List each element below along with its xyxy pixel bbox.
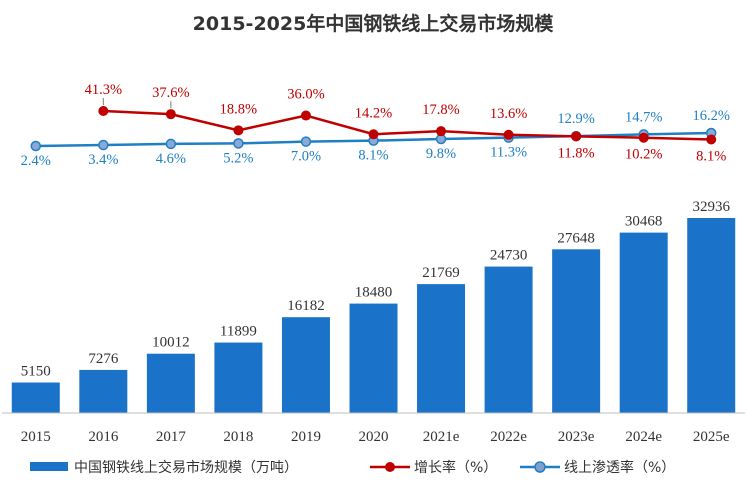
bar-2018 <box>214 342 263 413</box>
bar-2017 <box>146 353 195 413</box>
x-tick-label-2021e: 2021e <box>423 429 460 445</box>
growth-label-2022e: 13.6% <box>490 106 527 122</box>
x-tick-group: 2015 2016 2017 2018 2019 2020 2021e 2022e 2023e 2… <box>21 429 730 445</box>
growth-marker-2023e <box>571 131 582 142</box>
x-tick-label-2023e: 2023e <box>558 429 595 445</box>
bar-value-label-2021e: 21769 <box>422 265 460 281</box>
x-tick-label-2025e: 2025e <box>693 429 730 445</box>
x-tick-label-2017: 2017 <box>156 429 187 445</box>
bar-2016 <box>79 369 128 413</box>
legend-label-growth: 增长率（%） <box>414 459 497 476</box>
penetration-marker-2017 <box>165 138 177 150</box>
growth-label-2025e: 8.1% <box>696 149 726 165</box>
growth-label-2016: 41.3% <box>85 82 122 98</box>
penetration-label-2021e: 9.8% <box>426 146 456 162</box>
penetration-label-2016: 3.4% <box>88 152 118 168</box>
growth-marker-2025e <box>706 134 717 145</box>
growth-marker-2020 <box>368 129 379 140</box>
x-tick-label-2022e: 2022e <box>490 429 527 445</box>
bar-value-label-2018: 11899 <box>220 324 257 340</box>
bar-2019 <box>281 317 330 413</box>
growth-marker-2017 <box>165 109 176 120</box>
bar-group <box>11 218 736 413</box>
penetration-label-2022e: 11.3% <box>490 145 527 161</box>
growth-marker-2021e <box>436 126 447 137</box>
x-tick-label-2024e: 2024e <box>625 429 662 445</box>
bar-value-label-2020: 18480 <box>355 285 393 301</box>
bar-value-label-2024e: 30468 <box>625 214 663 230</box>
bar-value-label-2019: 16182 <box>287 298 325 314</box>
growth-label-2024e: 10.2% <box>625 147 662 163</box>
growth-label-2018: 18.8% <box>220 101 257 117</box>
growth-series-line <box>103 109 712 141</box>
legend-swatch-penetration-marker <box>534 461 546 473</box>
legend: 中国钢铁线上交易市场规模（万吨） 增长率（%） 线上渗透率（%） <box>30 459 675 476</box>
x-tick-label-2015: 2015 <box>21 429 51 445</box>
penetration-label-2020: 8.1% <box>358 148 388 164</box>
bar-2023e <box>552 249 601 413</box>
penetration-marker-2019 <box>300 136 312 147</box>
growth-marker-2024e <box>638 132 649 143</box>
growth-label-2020: 14.2% <box>355 105 392 121</box>
legend-label-bar: 中国钢铁线上交易市场规模（万吨） <box>74 459 298 476</box>
legend-swatch-growth-marker <box>385 462 395 472</box>
penetration-label-2025e: 16.2% <box>692 108 729 124</box>
x-tick-label-2019: 2019 <box>291 429 321 445</box>
x-tick-label-2016: 2016 <box>88 429 119 445</box>
growth-marker-2019 <box>300 110 311 121</box>
bar-2024e <box>619 232 668 413</box>
growth-marker-2022e <box>503 129 514 140</box>
legend-swatch-bar <box>30 462 68 471</box>
penetration-label-2024e: 14.7% <box>625 109 662 125</box>
x-tick-label-2018: 2018 <box>223 429 253 445</box>
growth-label-2023e: 11.8% <box>558 145 595 161</box>
growth-marker-2018 <box>233 125 244 136</box>
bar-value-label-2023e: 27648 <box>557 230 595 246</box>
bar-value-label-2015: 5150 <box>21 364 51 380</box>
x-tick-label-2020: 2020 <box>359 429 389 445</box>
bar-value-label-2017: 10012 <box>152 335 190 351</box>
penetration-marker-2016 <box>98 139 109 151</box>
growth-label-2021e: 17.8% <box>422 102 459 118</box>
bar-label-group: 5150 7276 10012 11899 16182 18480 21769 24730 27… <box>21 199 731 380</box>
bar-value-label-2016: 7276 <box>88 351 119 367</box>
chart-title: 2015-2025年中国钢铁线上交易市场规模 <box>193 12 555 35</box>
penetration-marker-2018 <box>233 138 244 149</box>
growth-label-2017: 37.6% <box>152 85 189 101</box>
growth-line-group: 41.3% 37.6% 18.8% 36.0% 14.2% 17.8% 13.6% 11.8%… <box>85 82 727 165</box>
bar-2025e <box>687 218 736 413</box>
bar-2021e <box>417 284 466 413</box>
bar-value-label-2022e: 24730 <box>490 248 528 264</box>
penetration-marker-2015 <box>30 140 42 152</box>
bar-2020 <box>349 303 398 413</box>
growth-label-2019: 36.0% <box>287 87 324 103</box>
bar-2015 <box>11 382 60 413</box>
penetration-label-2017: 4.6% <box>156 151 186 167</box>
bar-2022e <box>484 266 533 413</box>
bar-value-label-2025e: 32936 <box>692 199 730 215</box>
penetration-label-2015: 2.4% <box>21 153 51 169</box>
penetration-label-2019: 7.0% <box>291 149 321 165</box>
penetration-label-2018: 5.2% <box>223 150 253 166</box>
growth-marker-2016 <box>98 106 109 116</box>
legend-label-penetration: 线上渗透率（%） <box>564 459 675 476</box>
penetration-label-2023e: 12.9% <box>557 111 594 127</box>
